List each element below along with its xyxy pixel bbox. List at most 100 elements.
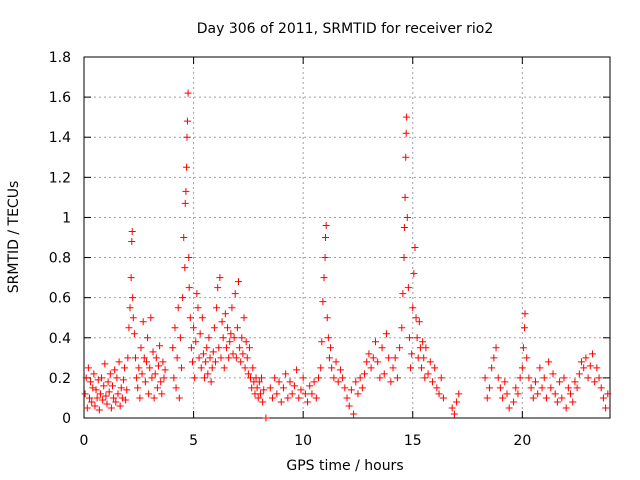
data-point	[148, 374, 156, 382]
data-point	[483, 394, 491, 402]
data-point	[170, 374, 178, 382]
data-point	[538, 384, 546, 392]
data-point	[82, 374, 90, 382]
data-point	[369, 354, 377, 362]
data-point	[356, 374, 364, 382]
x-axis-title: GPS time / hours	[286, 458, 403, 474]
data-point	[133, 374, 141, 382]
data-point	[320, 274, 328, 282]
data-point	[560, 374, 568, 382]
data-point	[138, 370, 146, 378]
data-point	[95, 406, 103, 414]
data-point	[92, 386, 100, 394]
data-point	[222, 344, 230, 352]
y-tick-label: 1.8	[49, 50, 71, 66]
data-point	[157, 378, 165, 386]
data-point	[525, 374, 533, 382]
data-point	[380, 370, 388, 378]
data-point	[567, 390, 575, 398]
data-point	[325, 354, 333, 362]
data-point	[367, 364, 375, 372]
data-point	[549, 370, 557, 378]
data-point	[175, 394, 183, 402]
y-tick-label: 0.8	[49, 251, 71, 267]
data-point	[516, 374, 524, 382]
data-point	[597, 384, 605, 392]
data-point	[255, 378, 263, 386]
data-point	[396, 344, 404, 352]
data-point	[214, 284, 222, 292]
data-point	[529, 394, 537, 402]
data-point	[91, 402, 99, 410]
data-point	[197, 364, 205, 372]
data-point	[593, 364, 601, 372]
data-point	[230, 334, 238, 342]
data-point	[318, 338, 326, 346]
data-point	[418, 364, 426, 372]
data-point	[104, 378, 112, 386]
data-point	[152, 354, 160, 362]
data-point	[188, 358, 196, 366]
data-point	[208, 364, 216, 372]
y-tick-label: 0.6	[49, 291, 71, 307]
data-point	[132, 354, 140, 362]
data-point	[206, 354, 214, 362]
data-point	[304, 398, 312, 406]
data-point	[99, 396, 107, 404]
data-point	[141, 378, 149, 386]
data-point	[534, 390, 542, 398]
data-point	[140, 354, 148, 362]
data-point	[134, 384, 142, 392]
data-point	[158, 390, 166, 398]
data-point	[151, 370, 159, 378]
chart-title: Day 306 of 2011, SRMTID for receiver rio…	[197, 21, 494, 37]
data-point	[499, 394, 507, 402]
data-point	[523, 354, 531, 362]
data-point	[128, 238, 136, 246]
data-point	[216, 274, 224, 282]
points-layer	[81, 89, 612, 422]
data-point	[93, 394, 101, 402]
y-tick-label: 0	[62, 411, 71, 427]
data-point	[279, 384, 287, 392]
x-tick-label: 5	[189, 433, 198, 449]
data-point	[405, 334, 413, 342]
data-point	[371, 338, 379, 346]
data-point	[232, 354, 240, 362]
data-point	[402, 129, 410, 137]
data-point	[87, 378, 95, 386]
data-point	[510, 398, 518, 406]
data-point	[582, 354, 590, 362]
data-point	[236, 344, 244, 352]
data-point	[308, 390, 316, 398]
data-point	[540, 374, 548, 382]
data-point	[402, 153, 410, 161]
data-point	[545, 358, 553, 366]
data-point	[323, 314, 331, 322]
data-point	[595, 374, 603, 382]
data-point	[322, 234, 330, 241]
data-point	[310, 378, 318, 386]
data-point	[260, 386, 268, 394]
data-point	[591, 378, 599, 386]
data-point	[90, 370, 98, 378]
data-point	[481, 374, 489, 382]
data-point	[88, 398, 96, 406]
data-point	[361, 370, 369, 378]
data-point	[282, 370, 290, 378]
data-point	[233, 324, 241, 332]
data-point	[172, 384, 180, 392]
data-point	[450, 410, 458, 418]
data-point	[116, 402, 124, 410]
data-point	[428, 378, 436, 386]
data-point	[98, 374, 106, 382]
data-point	[169, 344, 177, 352]
data-point	[584, 374, 592, 382]
data-point	[254, 394, 262, 402]
data-point	[108, 382, 116, 390]
data-point	[439, 394, 447, 402]
data-point	[602, 404, 610, 412]
x-tick-label: 0	[80, 433, 89, 449]
data-point	[193, 290, 201, 298]
data-point	[531, 378, 539, 386]
